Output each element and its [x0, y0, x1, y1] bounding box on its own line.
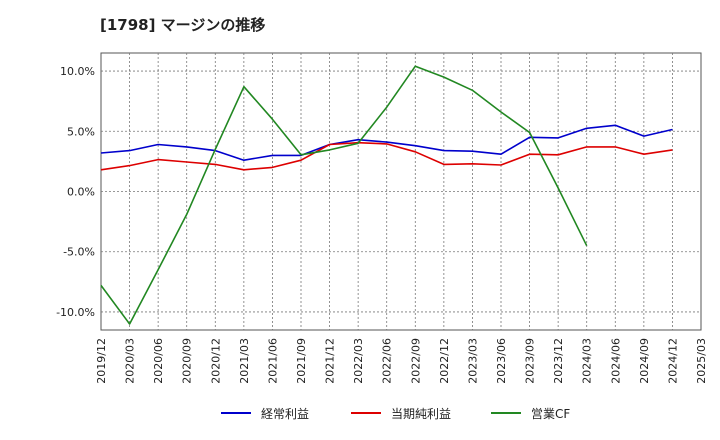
x-tick-label: 2023/12: [552, 338, 565, 384]
x-tick-label: 2022/03: [352, 338, 365, 384]
x-tick-label: 2024/06: [609, 338, 622, 384]
x-tick-label: 2020/03: [124, 338, 137, 384]
x-tick-label: 2022/12: [438, 338, 451, 384]
legend-label: 営業CF: [531, 407, 570, 421]
legend-label: 経常利益: [261, 407, 309, 421]
x-tick-label: 2023/06: [495, 338, 508, 384]
x-tick-label: 2020/09: [181, 338, 194, 384]
x-tick-label: 2024/09: [638, 338, 651, 384]
x-tick-label: 2024/12: [666, 338, 679, 384]
x-tick-label: 2020/06: [152, 338, 165, 384]
y-tick-label: -10.0%: [56, 306, 95, 319]
x-tick-label: 2023/09: [524, 338, 537, 384]
y-tick-label: 10.0%: [60, 65, 95, 78]
legend-label: 当期純利益: [391, 407, 451, 421]
y-tick-label: 0.0%: [67, 186, 95, 199]
y-tick-label: 5.0%: [67, 125, 95, 138]
x-tick-label: 2022/06: [381, 338, 394, 384]
x-tick-label: 2019/12: [95, 338, 108, 384]
x-tick-label: 2022/09: [409, 338, 422, 384]
x-tick-label: 2023/03: [466, 338, 479, 384]
x-tick-label: 2021/03: [238, 338, 251, 384]
x-tick-label: 2020/12: [209, 338, 222, 384]
chart-title: [1798] マージンの推移: [100, 16, 266, 34]
x-tick-label: 2024/03: [581, 338, 594, 384]
x-tick-label: 2021/06: [266, 338, 279, 384]
y-tick-label: -5.0%: [63, 246, 95, 259]
x-tick-label: 2025/03: [695, 338, 708, 384]
series-line-3: [100, 65, 588, 325]
x-tick-label: 2021/09: [295, 338, 308, 384]
x-tick-label: 2021/12: [324, 338, 337, 384]
